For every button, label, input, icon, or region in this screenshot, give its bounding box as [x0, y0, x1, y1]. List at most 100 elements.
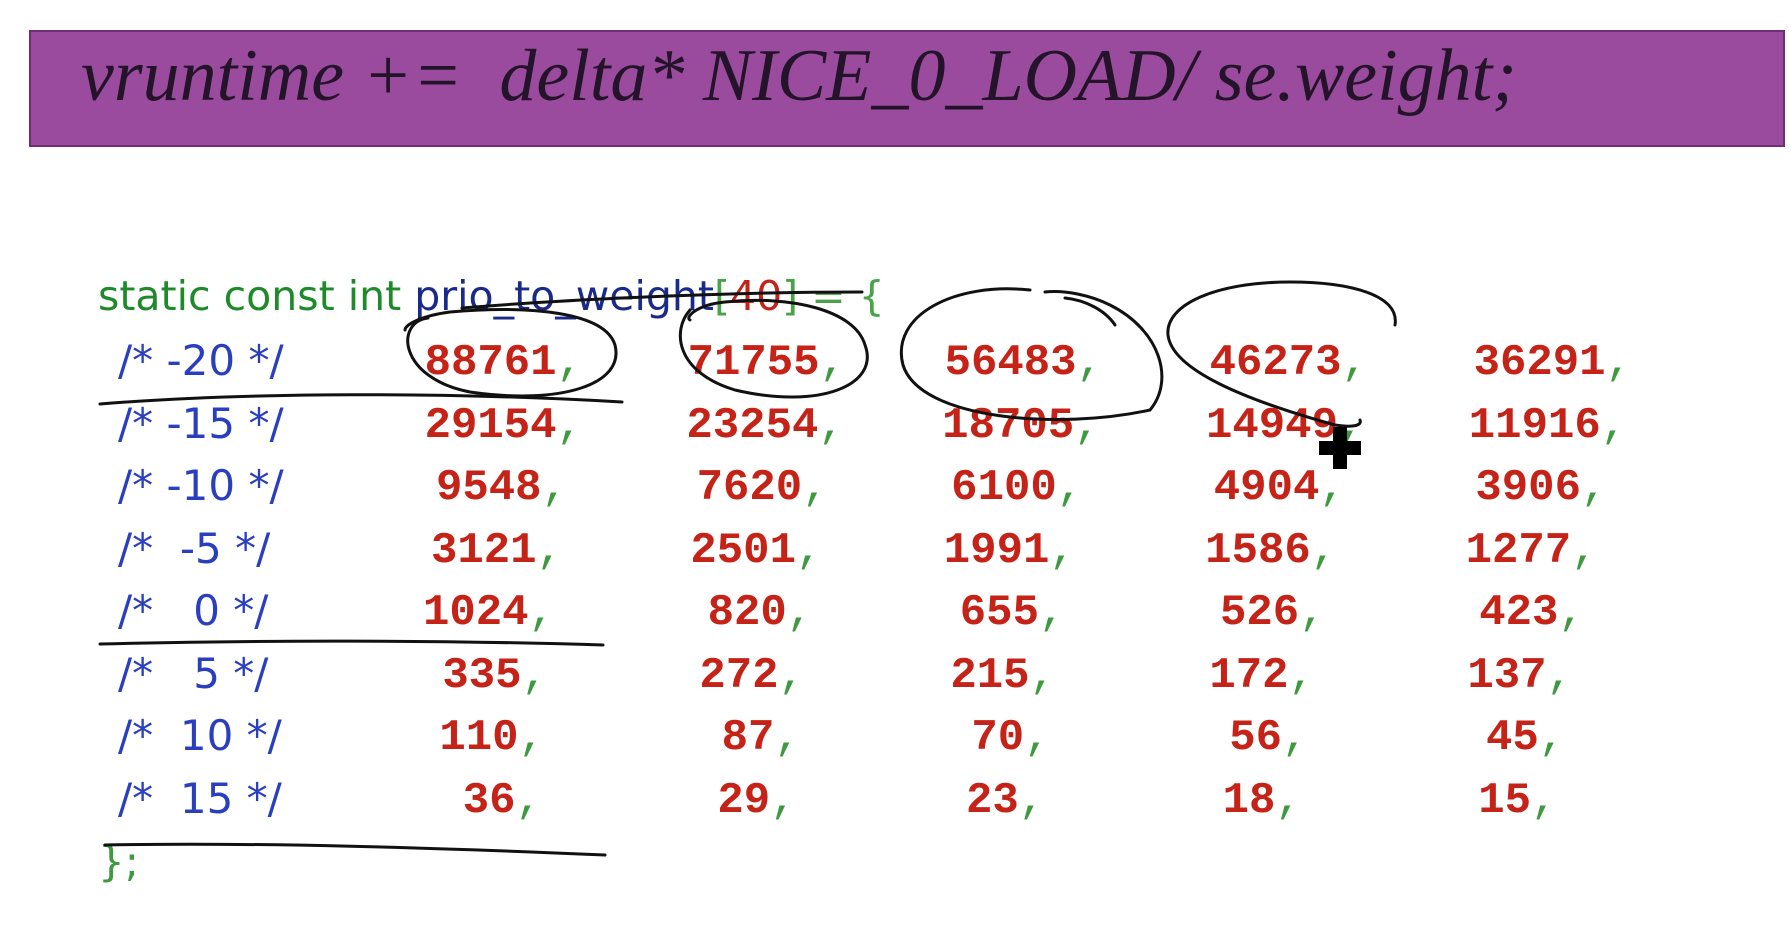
weight-number: 655	[959, 588, 1039, 638]
comma: ,	[556, 400, 583, 451]
comma: ,	[1024, 713, 1051, 763]
weight-value: 36,	[463, 776, 542, 826]
vruntime-formula: vruntime += delta* NICE_0_LOAD/ se.weigh…	[81, 35, 1517, 117]
weight-number: 29154	[424, 400, 557, 451]
weight-number: 3906	[1475, 463, 1581, 513]
weight-value: 29154,	[425, 401, 583, 451]
weight-value: 1277,	[1466, 526, 1598, 576]
comma: ,	[1310, 525, 1338, 576]
weight-number: 14949	[1205, 400, 1338, 451]
weight-value: 272,	[699, 651, 805, 701]
comma: ,	[1558, 588, 1585, 638]
weight-value: 29,	[717, 776, 796, 826]
weight-number: 1586	[1205, 525, 1311, 576]
weight-number: 526	[1219, 588, 1300, 638]
weight-value: 18,	[1223, 776, 1302, 826]
comma: ,	[1338, 400, 1365, 451]
open-bracket: [	[714, 272, 730, 320]
comma: ,	[541, 463, 568, 513]
comma: ,	[802, 463, 829, 513]
weight-number: 71755	[687, 338, 820, 388]
comma: ,	[818, 400, 845, 451]
weight-number: 1277	[1465, 525, 1572, 576]
weight-value: 87,	[722, 713, 801, 763]
weight-value: 655,	[960, 588, 1066, 638]
weight-number: 23254	[686, 400, 819, 451]
weight-value: 11916,	[1469, 401, 1627, 451]
weight-number: 9548	[435, 463, 542, 513]
weight-value: 46273,	[1210, 338, 1368, 388]
comma: ,	[536, 525, 563, 576]
array-declaration: static const int prio_to_weight[40] = {	[98, 272, 885, 320]
comma: ,	[1049, 525, 1076, 576]
weight-value: 2501,	[690, 526, 822, 576]
weight-number: 36291	[1473, 338, 1606, 388]
weight-number: 45	[1485, 713, 1539, 763]
weight-value: 6100,	[951, 463, 1083, 513]
weight-number: 88761	[424, 338, 557, 388]
comma: ,	[521, 650, 548, 701]
comma: ,	[518, 713, 545, 763]
weight-number: 820	[707, 588, 787, 638]
weight-number: 272	[699, 650, 779, 701]
weight-number: 29	[717, 775, 771, 826]
comma: ,	[786, 588, 814, 638]
comma: ,	[556, 338, 583, 388]
row-comment: /* -10 */	[118, 461, 284, 510]
weight-value: 137,	[1467, 651, 1573, 701]
comma: ,	[1546, 650, 1573, 701]
weight-value: 7620,	[697, 463, 829, 513]
comma: ,	[796, 525, 823, 576]
formula-banner: vruntime += delta* NICE_0_LOAD/ se.weigh…	[29, 30, 1785, 147]
weight-value: 23,	[966, 776, 1045, 826]
weight-number: 172	[1209, 650, 1289, 701]
weight-number: 423	[1479, 588, 1559, 638]
weight-number: 11916	[1468, 400, 1601, 451]
weight-number: 36	[462, 775, 516, 826]
weight-value: 335,	[442, 651, 548, 701]
weight-value: 4904,	[1214, 463, 1346, 513]
row-comment: /* -5 */	[118, 523, 271, 573]
weight-value: 110,	[439, 713, 545, 763]
comma: ,	[819, 338, 846, 388]
keyword-int: int	[347, 272, 402, 320]
row-comment: /* 15 */	[118, 773, 282, 823]
weight-number: 23	[965, 775, 1019, 826]
comma: ,	[1076, 338, 1103, 388]
comma: ,	[1319, 463, 1346, 513]
weight-number: 87	[721, 713, 775, 763]
weight-number: 215	[950, 650, 1030, 701]
weight-value: 1024,	[423, 588, 555, 638]
comma: ,	[1039, 588, 1066, 638]
weight-value: 15,	[1478, 776, 1557, 826]
comma: ,	[528, 588, 555, 638]
weight-value: 71755,	[688, 338, 846, 388]
comma: ,	[1605, 338, 1632, 388]
comma: ,	[1056, 463, 1084, 513]
keyword-static: static	[98, 272, 211, 320]
weight-value: 88761,	[425, 338, 583, 388]
comma: ,	[770, 775, 797, 826]
weight-number: 56483	[944, 338, 1077, 388]
comma: ,	[1581, 463, 1608, 513]
weight-value: 70,	[971, 713, 1050, 763]
comma: ,	[1282, 713, 1309, 763]
weight-number: 6100	[951, 463, 1057, 513]
keyword-const: const	[223, 272, 335, 320]
weight-number: 4904	[1213, 463, 1320, 513]
comma: ,	[1538, 713, 1566, 763]
comma: ,	[1288, 650, 1315, 701]
weight-number: 2501	[690, 525, 796, 576]
comma: ,	[1571, 525, 1598, 576]
comma: ,	[1531, 775, 1558, 826]
array-identifier: prio_to_weight	[414, 272, 714, 320]
weight-number: 110	[439, 713, 519, 763]
weight-number: 15	[1478, 775, 1531, 826]
comma: ,	[1299, 588, 1326, 638]
weight-value: 9548,	[436, 463, 568, 513]
weight-number: 18705	[942, 400, 1075, 451]
weight-value: 56,	[1229, 713, 1308, 763]
weight-number: 1991	[943, 525, 1050, 576]
weight-number: 1024	[422, 588, 529, 638]
weight-value: 423,	[1479, 588, 1585, 638]
